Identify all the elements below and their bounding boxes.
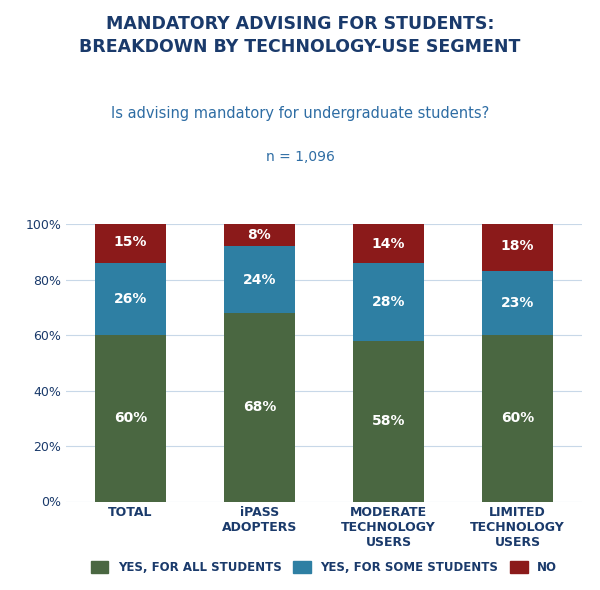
Text: n = 1,096: n = 1,096	[266, 150, 334, 165]
Text: 14%: 14%	[372, 237, 405, 251]
Bar	[95, 335, 166, 502]
Text: 18%: 18%	[501, 240, 534, 253]
Text: 8%: 8%	[248, 228, 271, 242]
Bar	[95, 221, 166, 263]
Bar	[95, 263, 166, 335]
Bar	[482, 221, 553, 271]
Bar	[482, 335, 553, 502]
Bar	[353, 263, 424, 340]
Text: Is advising mandatory for undergraduate students?: Is advising mandatory for undergraduate …	[111, 106, 489, 121]
Text: 28%: 28%	[372, 295, 405, 309]
Bar	[482, 271, 553, 335]
Legend: YES, FOR ALL STUDENTS, YES, FOR SOME STUDENTS, NO: YES, FOR ALL STUDENTS, YES, FOR SOME STU…	[86, 556, 562, 579]
Text: 60%: 60%	[114, 411, 147, 425]
Bar	[224, 224, 295, 247]
Text: 24%: 24%	[243, 273, 276, 287]
Text: 26%: 26%	[114, 292, 147, 306]
Bar	[353, 224, 424, 263]
Bar	[224, 247, 295, 313]
Text: MANDATORY ADVISING FOR STUDENTS:
BREAKDOWN BY TECHNOLOGY-USE SEGMENT: MANDATORY ADVISING FOR STUDENTS: BREAKDO…	[79, 15, 521, 57]
Text: 68%: 68%	[243, 400, 276, 414]
Text: 60%: 60%	[501, 411, 534, 425]
Text: 15%: 15%	[114, 235, 147, 249]
Text: 58%: 58%	[372, 414, 405, 428]
Bar	[353, 340, 424, 502]
Bar	[224, 313, 295, 502]
Text: 23%: 23%	[501, 296, 534, 310]
